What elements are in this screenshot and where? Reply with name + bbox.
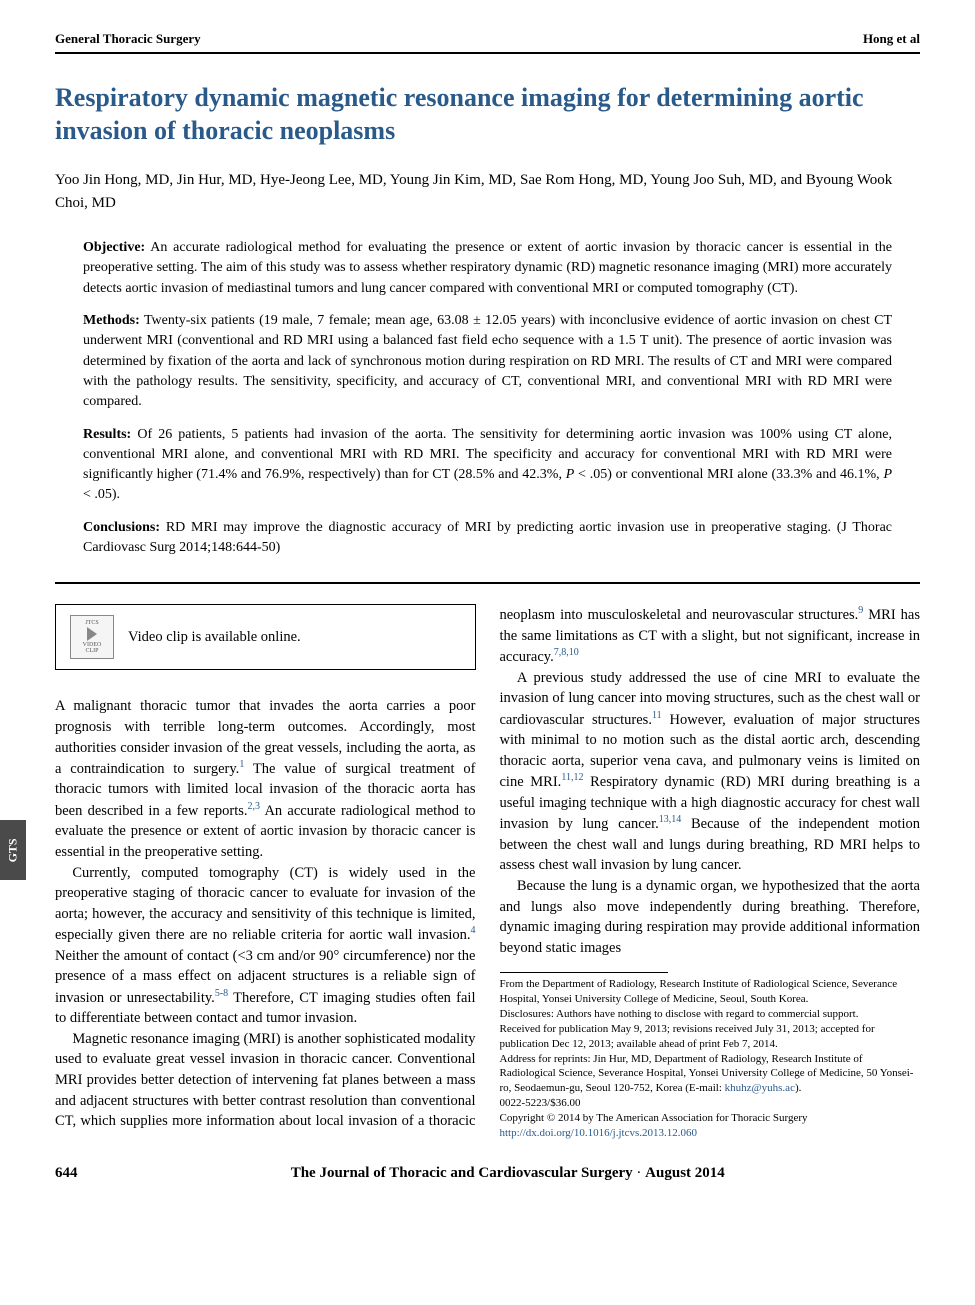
abstract-results-label: Results: (83, 427, 131, 442)
footnote-affiliation: From the Department of Radiology, Resear… (500, 977, 921, 1007)
ref-sup[interactable]: 11 (652, 710, 662, 721)
play-icon (87, 627, 97, 641)
abstract-rule (55, 582, 920, 584)
footnote-copyright: Copyright © 2014 by The American Associa… (500, 1111, 921, 1126)
running-header: General Thoracic Surgery Hong et al (55, 30, 920, 48)
doi-link[interactable]: http://dx.doi.org/10.1016/j.jtcvs.2013.1… (500, 1127, 698, 1139)
page-footer: 644 The Journal of Thoracic and Cardiova… (55, 1163, 920, 1184)
abstract-methods-label: Methods: (83, 313, 140, 328)
abstract-objective: Objective: An accurate radiological meth… (83, 238, 892, 299)
video-icon: JTCS VIDEO CLIP (70, 615, 114, 659)
ref-sup[interactable]: 7,8,10 (554, 647, 579, 658)
header-left: General Thoracic Surgery (55, 30, 201, 48)
ref-sup[interactable]: 5-8 (215, 988, 228, 999)
footnotes: From the Department of Radiology, Resear… (500, 977, 921, 1140)
body-paragraph-2: Currently, computed tomography (CT) is w… (55, 863, 476, 1029)
page-number: 644 (55, 1163, 78, 1184)
footnote-issn: 0022-5223/$36.00 (500, 1096, 921, 1111)
abstract-objective-label: Objective: (83, 240, 145, 255)
email-link[interactable]: khuhz@yuhs.ac (725, 1082, 795, 1094)
header-right: Hong et al (863, 30, 920, 48)
body-text: JTCS VIDEO CLIP Video clip is available … (55, 604, 920, 1140)
video-icon-bot: CLIP (85, 648, 98, 654)
abstract-objective-text: An accurate radiological method for eval… (83, 240, 892, 296)
abstract-conclusions-label: Conclusions: (83, 520, 160, 535)
video-note-text: Video clip is available online. (128, 627, 301, 648)
ref-sup[interactable]: 13,14 (659, 814, 682, 825)
ref-sup[interactable]: 4 (471, 925, 476, 936)
header-rule (55, 52, 920, 54)
section-tab-label: GTS (5, 838, 22, 862)
abstract-conclusions: Conclusions: RD MRI may improve the diag… (83, 518, 892, 559)
abstract-results-mid: < .05) or conventional MRI alone (33.3% … (574, 467, 883, 482)
body-paragraph-1: A malignant thoracic tumor that invades … (55, 696, 476, 862)
abstract-methods: Methods: Twenty-six patients (19 male, 7… (83, 311, 892, 412)
abstract-results-after: < .05). (83, 487, 120, 502)
abstract-methods-text: Twenty-six patients (19 male, 7 female; … (83, 313, 892, 409)
journal-footer: The Journal of Thoracic and Cardiovascul… (96, 1163, 921, 1184)
article-title: Respiratory dynamic magnetic resonance i… (55, 82, 920, 147)
ref-sup[interactable]: 11,12 (561, 772, 583, 783)
video-callout: JTCS VIDEO CLIP Video clip is available … (55, 604, 476, 670)
abstract: Objective: An accurate radiological meth… (83, 238, 892, 558)
abstract-results-pvalue-2: P (883, 467, 892, 482)
abstract-results: Results: Of 26 patients, 5 patients had … (83, 425, 892, 506)
body-paragraph-5: Because the lung is a dynamic organ, we … (500, 876, 921, 958)
author-list: Yoo Jin Hong, MD, Jin Hur, MD, Hye-Jeong… (55, 169, 920, 214)
section-tab: GTS (0, 820, 26, 880)
video-icon-top: JTCS (85, 620, 98, 626)
footnote-rule (500, 972, 668, 973)
body-paragraph-4: A previous study addressed the use of ci… (500, 668, 921, 876)
footnote-reprints: Address for reprints: Jin Hur, MD, Depar… (500, 1052, 921, 1097)
abstract-results-pvalue-1: P (566, 467, 575, 482)
footnote-received: Received for publication May 9, 2013; re… (500, 1022, 921, 1052)
ref-sup[interactable]: 2,3 (248, 801, 261, 812)
footnote-disclosures: Disclosures: Authors have nothing to dis… (500, 1007, 921, 1022)
abstract-conclusions-text: RD MRI may improve the diagnostic accura… (83, 520, 892, 555)
